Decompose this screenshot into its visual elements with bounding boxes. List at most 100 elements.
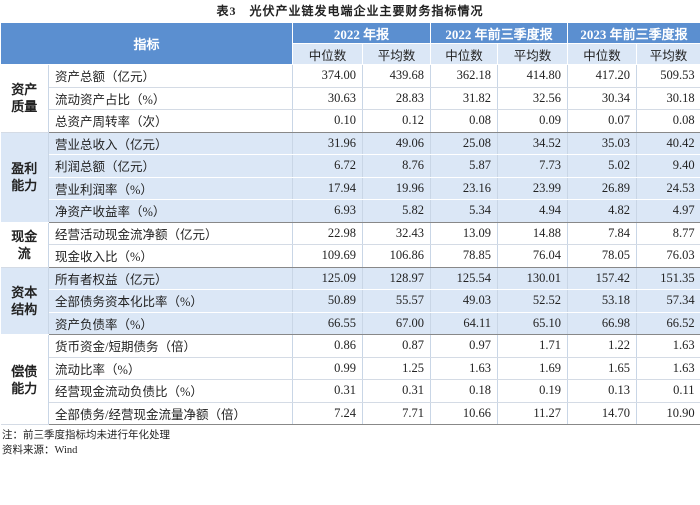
value-cell: 25.08 bbox=[430, 132, 498, 155]
stat-header: 中位数 bbox=[567, 43, 638, 65]
header-row: 指标 2022 年报 2022 年前三季度报 2023 年前三季度报 bbox=[0, 22, 700, 65]
value-cell: 14.70 bbox=[567, 402, 637, 425]
value-cell: 64.11 bbox=[430, 312, 498, 335]
value-cell: 0.18 bbox=[430, 379, 498, 403]
value-cell: 0.12 bbox=[362, 109, 431, 133]
value-cell: 67.00 bbox=[362, 312, 431, 335]
value-cell: 8.77 bbox=[636, 222, 700, 245]
value-cell: 0.09 bbox=[497, 109, 568, 133]
data-row: 总资产周转率（次） 0.10 0.12 0.08 0.09 0.07 0.08 bbox=[1, 109, 700, 133]
value-cell: 0.31 bbox=[292, 379, 363, 403]
subheader-row: 中位数 平均数 中位数 平均数 中位数 平均数 bbox=[1, 43, 700, 65]
stat-header: 平均数 bbox=[636, 43, 700, 65]
stat-header: 中位数 bbox=[292, 43, 364, 65]
value-cell: 7.71 bbox=[362, 402, 431, 425]
data-row: 资产负债率（%） 66.55 67.00 64.11 65.10 66.98 66.52 bbox=[1, 312, 700, 335]
value-cell: 78.05 bbox=[567, 244, 637, 268]
data-row: 现金收入比（%） 109.69 106.86 78.85 76.04 78.05 76.03 bbox=[1, 244, 700, 268]
group-label: 资本 结构 bbox=[0, 267, 49, 335]
data-row: 现金 流经营活动现金流净额（亿元） 22.98 32.43 13.09 14.88 7.8… bbox=[0, 222, 700, 268]
value-cell: 0.97 bbox=[430, 334, 498, 358]
value-cell: 6.72 bbox=[292, 154, 363, 178]
value-cell: 31.82 bbox=[430, 87, 498, 110]
stat-header: 中位数 bbox=[430, 43, 499, 65]
value-cell: 1.63 bbox=[636, 357, 700, 380]
indicator-name: 所有者权益（亿元） bbox=[48, 267, 293, 290]
value-cell: 30.34 bbox=[567, 87, 637, 110]
value-cell: 130.01 bbox=[497, 267, 568, 290]
value-cell: 30.63 bbox=[292, 87, 363, 110]
value-cell: 57.34 bbox=[636, 289, 700, 313]
value-cell: 52.52 bbox=[497, 289, 568, 313]
value-cell: 23.16 bbox=[430, 177, 498, 200]
value-cell: 4.82 bbox=[567, 199, 637, 223]
financial-table: 指标 2022 年报 2022 年前三季度报 2023 年前三季度报 中位数 平均数 中位数… bbox=[0, 22, 700, 425]
value-cell: 35.03 bbox=[567, 132, 637, 155]
value-cell: 1.63 bbox=[636, 334, 700, 358]
value-cell: 22.98 bbox=[292, 222, 363, 245]
data-row: 盈利 能力 营业总收入（亿元） 31.96 49.06 25.08 34.52 35.03 4… bbox=[0, 132, 700, 223]
data-row: 流动资产占比（%） 30.63 28.83 31.82 32.56 30.34 30.18 bbox=[1, 87, 700, 110]
value-cell: 362.18 bbox=[430, 64, 498, 88]
value-cell: 0.11 bbox=[636, 379, 700, 403]
value-cell: 417.20 bbox=[567, 64, 637, 88]
value-cell: 1.69 bbox=[497, 357, 568, 380]
value-cell: 32.56 bbox=[497, 87, 568, 110]
indicator-name: 资产负债率（%） bbox=[48, 312, 293, 335]
value-cell: 1.65 bbox=[567, 357, 637, 380]
value-cell: 109.69 bbox=[292, 244, 363, 268]
data-row: 资本 结构 所有者权益（亿元） 125.09 128.97 125.54 130.01 15… bbox=[0, 267, 700, 335]
value-cell: 24.53 bbox=[636, 177, 700, 200]
indicator-name: 全部债务/经营现金流量净额（倍） bbox=[48, 402, 293, 425]
value-cell: 0.86 bbox=[292, 334, 363, 358]
value-cell: 76.04 bbox=[497, 244, 568, 268]
value-cell: 49.03 bbox=[430, 289, 498, 313]
value-cell: 66.55 bbox=[292, 312, 363, 335]
value-cell: 5.34 bbox=[430, 199, 498, 223]
header-cell: 指标 bbox=[0, 22, 294, 65]
value-cell: 8.76 bbox=[362, 154, 431, 178]
value-cell: 128.97 bbox=[362, 267, 431, 290]
indicator-name: 现金收入比（%） bbox=[48, 244, 293, 268]
value-cell: 4.97 bbox=[636, 199, 700, 223]
value-cell: 76.03 bbox=[636, 244, 700, 268]
value-cell: 0.10 bbox=[292, 109, 363, 133]
value-cell: 7.84 bbox=[567, 222, 637, 245]
indicator-name: 全部债务资本化比率（%） bbox=[48, 289, 293, 313]
note: 资料来源：Wind bbox=[2, 445, 78, 456]
value-cell: 1.22 bbox=[567, 334, 637, 358]
indicator-name: 营业总收入（亿元） bbox=[48, 132, 293, 155]
group-label: 现金 流 bbox=[0, 222, 49, 268]
value-cell: 1.63 bbox=[430, 357, 498, 380]
value-cell: 151.35 bbox=[636, 267, 700, 290]
value-cell: 32.43 bbox=[362, 222, 431, 245]
value-cell: 31.96 bbox=[292, 132, 363, 155]
value-cell: 11.27 bbox=[497, 402, 568, 425]
value-cell: 14.88 bbox=[497, 222, 568, 245]
value-cell: 26.89 bbox=[567, 177, 637, 200]
value-cell: 1.71 bbox=[497, 334, 568, 358]
value-cell: 78.85 bbox=[430, 244, 498, 268]
value-cell: 0.87 bbox=[362, 334, 431, 358]
value-cell: 66.98 bbox=[567, 312, 637, 335]
value-cell: 509.53 bbox=[636, 64, 700, 88]
value-cell: 10.90 bbox=[636, 402, 700, 425]
data-row: 偿债 能力 货币资金/短期债务（倍） 0.86 0.87 0.97 1.71 1.22 1.6… bbox=[0, 334, 700, 425]
value-cell: 157.42 bbox=[567, 267, 637, 290]
value-cell: 125.09 bbox=[292, 267, 363, 290]
group-label: 盈利 能力 bbox=[0, 132, 49, 223]
value-cell: 7.73 bbox=[497, 154, 568, 178]
indicator-name: 流动资产占比（%） bbox=[48, 87, 293, 110]
value-cell: 439.68 bbox=[362, 64, 431, 88]
period-header: 2023 年前三季度报 bbox=[567, 22, 700, 44]
value-cell: 49.06 bbox=[362, 132, 431, 155]
value-cell: 106.86 bbox=[362, 244, 431, 268]
value-cell: 6.93 bbox=[292, 199, 363, 223]
value-cell: 0.07 bbox=[567, 109, 637, 133]
value-cell: 0.19 bbox=[497, 379, 568, 403]
period-header: 2022 年前三季度报 bbox=[430, 22, 569, 44]
value-cell: 13.09 bbox=[430, 222, 498, 245]
value-cell: 50.89 bbox=[292, 289, 363, 313]
value-cell: 19.96 bbox=[362, 177, 431, 200]
